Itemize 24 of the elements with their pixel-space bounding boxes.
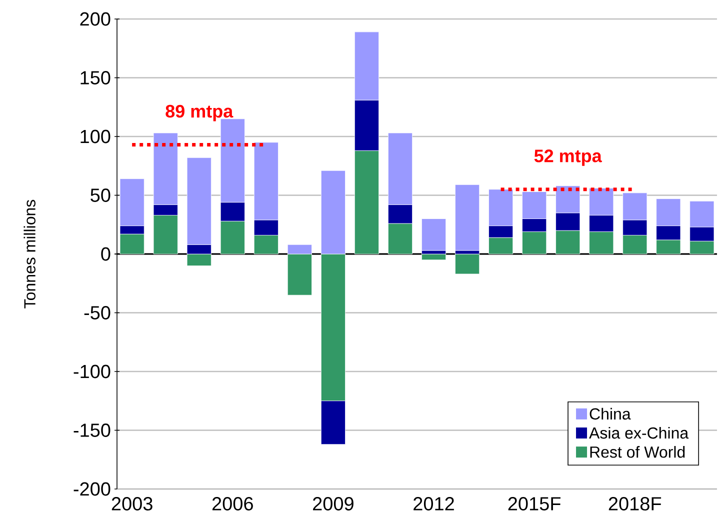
x-tick-label: 2003 bbox=[112, 497, 152, 510]
x-tick-label: 2015F bbox=[508, 497, 560, 510]
y-tick-label: -100 bbox=[74, 364, 110, 378]
x-tick-label: 2006 bbox=[212, 497, 253, 510]
y-tick-label: -50 bbox=[84, 306, 110, 320]
y-axis-title: Tonnes millions bbox=[24, 200, 36, 308]
y-tick-label: 0 bbox=[101, 247, 110, 261]
x-tick-label: 2018F bbox=[608, 497, 662, 510]
annotation: 52 mtpa bbox=[534, 150, 602, 166]
y-tick-label: 50 bbox=[90, 188, 110, 202]
bar bbox=[455, 254, 480, 274]
x-tick-label: 2012 bbox=[414, 497, 454, 510]
bar bbox=[455, 184, 480, 251]
legend-label: China bbox=[590, 408, 631, 420]
annotation: 89 mtpa bbox=[166, 104, 234, 122]
bar bbox=[421, 218, 446, 251]
legend-label: Rest of World bbox=[590, 446, 685, 458]
y-tick-label: 100 bbox=[80, 130, 110, 144]
y-tick-label: 150 bbox=[80, 71, 110, 84]
x-tick-label: 2009 bbox=[313, 497, 354, 510]
y-tick-label: -150 bbox=[74, 424, 110, 437]
y-tick-label: -200 bbox=[74, 482, 110, 496]
y-tick-label: 200 bbox=[80, 12, 110, 26]
legend-label: Asia ex-China bbox=[589, 426, 689, 439]
